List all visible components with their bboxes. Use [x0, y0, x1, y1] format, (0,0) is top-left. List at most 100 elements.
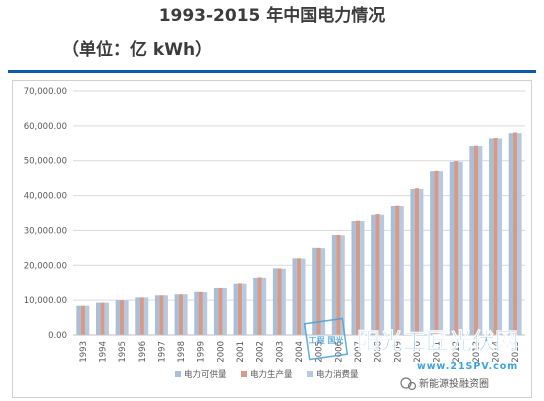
legend-swatch — [175, 371, 181, 377]
x-tick-label: 2013 — [472, 341, 482, 363]
bar — [115, 300, 120, 335]
y-tick-label: 50,000.00 — [24, 157, 67, 167]
watermark-stamp: 工程 国光 — [303, 317, 349, 361]
bar — [95, 302, 101, 335]
bar — [178, 294, 184, 335]
bar — [194, 291, 199, 335]
bar — [489, 138, 494, 335]
bar — [104, 302, 109, 335]
bar — [434, 170, 439, 335]
y-tick-label: 40,000.00 — [24, 192, 67, 202]
bar — [233, 283, 238, 335]
bar — [292, 258, 297, 335]
bar — [473, 145, 479, 335]
bar — [261, 277, 267, 335]
bar — [410, 188, 415, 335]
bar — [242, 283, 247, 335]
x-tick-label: 1999 — [197, 341, 207, 363]
bar — [124, 300, 129, 335]
bar — [513, 132, 518, 335]
y-tick-label: 0.00 — [48, 331, 67, 341]
bar — [163, 295, 168, 335]
x-tick-label: 2008 — [374, 341, 384, 363]
bar — [213, 287, 219, 335]
bar — [159, 295, 164, 335]
legend-label: 电力可供量 — [184, 369, 227, 380]
x-tick-label: 2004 — [295, 341, 305, 363]
chart-frame: 0.00 10,000.00 20,000.00 30,000.00 40,000.00… — [12, 80, 532, 398]
bar — [80, 305, 85, 335]
x-tick-label: 2002 — [256, 341, 266, 363]
bar — [414, 188, 420, 335]
bar — [135, 297, 140, 335]
bar — [340, 235, 345, 335]
bar — [218, 287, 223, 335]
bar — [253, 277, 258, 335]
bar — [517, 133, 522, 335]
legend-label: 电力消费量 — [316, 369, 359, 380]
bar — [257, 277, 262, 335]
watermark-wechat: 新能源投融资圈 — [419, 377, 489, 390]
x-tick-label: 2012 — [452, 341, 462, 363]
watermark-brand: 阳光工匠光伏网 — [357, 328, 518, 355]
watermark-url: www.21SPV.com — [417, 361, 518, 372]
bar — [202, 292, 208, 335]
bar — [183, 294, 188, 335]
bar — [399, 206, 404, 335]
y-tick-label: 10,000.00 — [24, 296, 67, 306]
y-tick-label: 30,000.00 — [24, 226, 67, 236]
unit-subtitle: （单位：亿 kWh） — [62, 40, 213, 60]
bar — [355, 220, 361, 335]
bar — [100, 302, 105, 335]
bar — [320, 248, 326, 335]
svg-text:工程 国光: 工程 国光 — [309, 335, 344, 345]
x-tick-label: 2015 — [511, 341, 521, 363]
bar — [119, 300, 125, 335]
x-tick-label: 2009 — [393, 341, 403, 363]
x-tick-label: 1995 — [118, 341, 128, 363]
x-tick-label: 2014 — [492, 341, 502, 363]
x-tick-label: 2011 — [433, 341, 443, 363]
x-tick-label: 2007 — [354, 341, 364, 363]
bar — [371, 214, 376, 335]
x-tick-label: 1998 — [177, 341, 187, 363]
bar — [281, 268, 286, 335]
bar — [493, 138, 498, 335]
bar — [301, 258, 306, 335]
bar-chart: 0.00 10,000.00 20,000.00 30,000.00 40,000.00… — [24, 87, 525, 391]
bar — [139, 297, 144, 335]
bar — [454, 161, 459, 335]
y-tick-label: 20,000.00 — [24, 261, 67, 271]
x-tick-label: 1993 — [79, 341, 89, 363]
bar — [449, 161, 455, 335]
bar — [395, 205, 400, 335]
bar — [316, 247, 321, 335]
bar — [76, 305, 81, 335]
bar — [198, 291, 203, 335]
wechat-icon — [400, 377, 417, 391]
legend-label: 电力生产量 — [250, 369, 293, 380]
bar — [336, 234, 341, 335]
x-tick-label: 2006 — [334, 341, 344, 363]
bar — [277, 268, 282, 335]
legend-swatch — [307, 371, 313, 377]
chart-title: 1993-2015 年中国电力情况 — [158, 6, 386, 26]
bar — [331, 234, 337, 335]
y-tick-label: 70,000.00 — [24, 87, 67, 97]
x-tick-label: 2010 — [413, 341, 423, 363]
legend-swatch — [241, 371, 247, 377]
bar — [296, 258, 302, 335]
bar — [143, 297, 149, 335]
bar — [222, 287, 227, 335]
x-tick-label: 1994 — [98, 341, 108, 363]
title-divider — [8, 70, 536, 73]
bar — [478, 146, 483, 335]
bar — [360, 221, 365, 335]
bar — [508, 133, 514, 335]
bar — [312, 247, 317, 335]
bar — [497, 138, 503, 335]
bar — [272, 268, 278, 335]
x-tick-label: 2000 — [216, 341, 226, 363]
bar — [390, 206, 396, 335]
x-tick-label: 2003 — [275, 341, 285, 363]
